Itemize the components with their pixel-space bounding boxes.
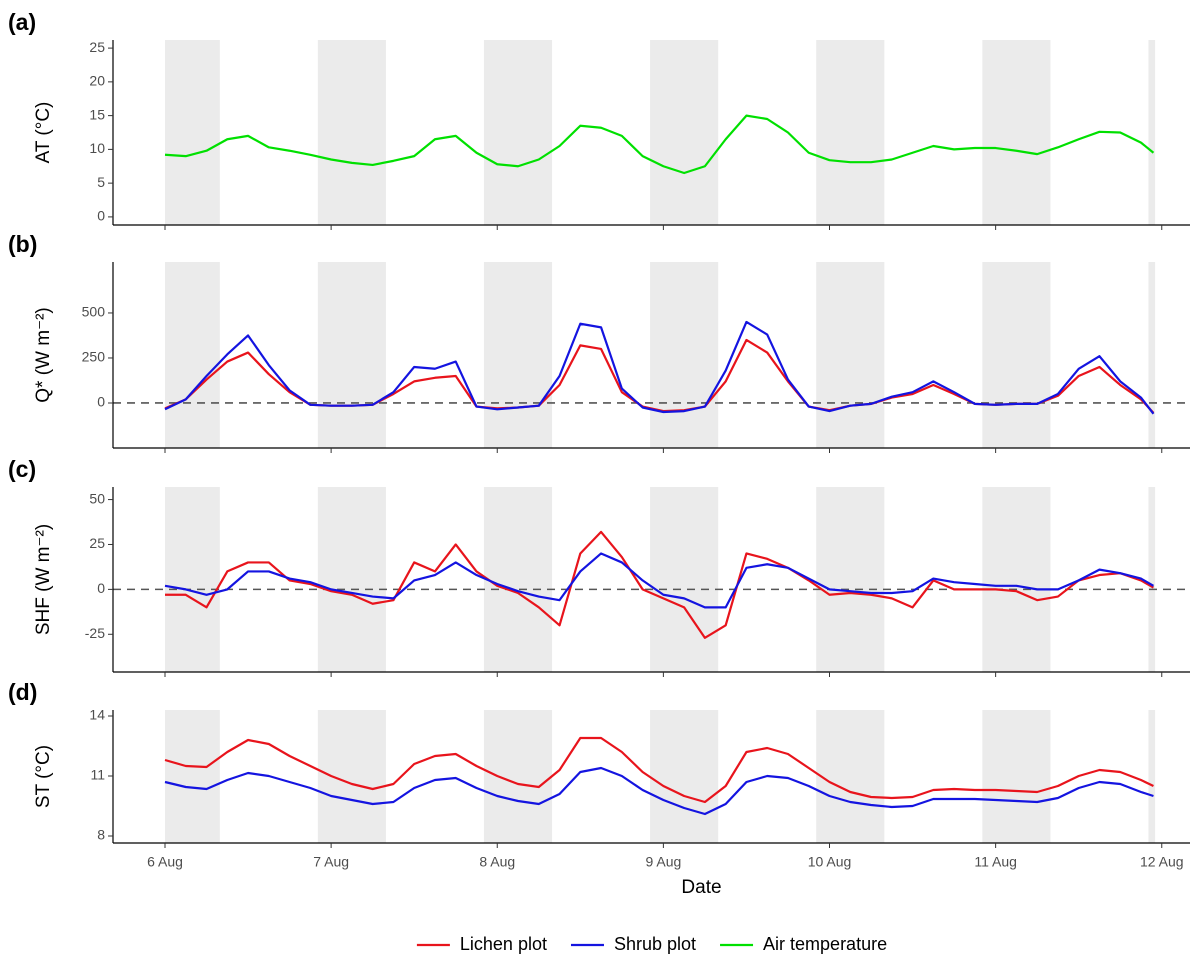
y-axis-label: Q* (W m⁻²)	[33, 307, 54, 403]
night-shading	[483, 710, 553, 843]
y-tick-label: 500	[82, 304, 106, 320]
x-tick-label: 11 Aug	[974, 854, 1017, 870]
night-shading	[982, 40, 1051, 225]
x-tick-label: 7 Aug	[313, 854, 349, 870]
y-tick-label: 14	[89, 707, 105, 723]
panel-label: (d)	[8, 679, 37, 705]
x-tick-label: 6 Aug	[147, 854, 183, 870]
y-tick-label: 25	[89, 39, 105, 55]
y-tick-label: 20	[89, 73, 105, 89]
night-shading	[982, 262, 1051, 448]
y-tick-label: 5	[97, 174, 105, 190]
night-shading	[816, 40, 885, 225]
legend-label: Air temperature	[763, 934, 887, 954]
series-line	[164, 736, 1154, 804]
series-line	[164, 766, 1154, 816]
series-line	[164, 320, 1155, 415]
y-axis-label: AT (°C)	[33, 102, 54, 164]
night-shading	[164, 710, 220, 843]
night-shading	[317, 40, 386, 225]
night-shading	[317, 710, 386, 843]
panel-label: (b)	[8, 231, 37, 257]
y-tick-label: 50	[89, 490, 105, 506]
legend: Lichen plot Shrub plot Air temperature	[416, 934, 887, 954]
y-tick-label: 250	[82, 349, 106, 365]
x-axis-label: Date	[681, 877, 721, 898]
y-tick-label: 11	[90, 767, 105, 783]
x-tick-label: 12 Aug	[1140, 854, 1184, 870]
series-line	[165, 530, 1154, 639]
night-shading	[164, 487, 220, 672]
night-shading	[816, 710, 885, 843]
panel-label: (c)	[8, 456, 36, 482]
y-tick-label: 15	[89, 106, 105, 122]
legend-label: Shrub plot	[614, 934, 696, 954]
y-tick-label: 0	[97, 580, 105, 596]
night-shading	[982, 487, 1051, 672]
y-tick-label: 25	[89, 535, 105, 551]
night-shading	[483, 262, 553, 448]
night-shading	[816, 487, 885, 672]
night-shading	[1148, 710, 1156, 843]
series-line	[164, 114, 1155, 175]
y-tick-label: 0	[97, 208, 105, 224]
x-tick-label: 8 Aug	[479, 854, 515, 870]
night-shading	[816, 262, 885, 448]
y-axis-label: ST (°C)	[33, 745, 54, 808]
night-shading	[650, 487, 719, 672]
y-tick-label: 0	[97, 394, 105, 410]
y-axis-label: SHF (W m⁻²)	[33, 524, 54, 635]
panel-label: (a)	[8, 9, 36, 35]
x-tick-label: 9 Aug	[645, 854, 681, 870]
night-shading	[1148, 40, 1156, 225]
legend-label: Lichen plot	[460, 934, 547, 954]
y-tick-label: -25	[85, 625, 105, 641]
x-tick-label: 10 Aug	[808, 854, 852, 870]
y-tick-label: 8	[97, 827, 105, 843]
night-shading	[650, 262, 719, 448]
night-shading	[982, 710, 1051, 843]
night-shading	[1148, 487, 1156, 672]
night-shading	[1148, 262, 1156, 448]
night-shading	[317, 262, 386, 448]
night-shading	[164, 40, 220, 225]
y-tick-label: 10	[89, 140, 105, 156]
night-shading	[483, 487, 553, 672]
night-shading	[164, 262, 220, 448]
night-shading	[650, 710, 719, 843]
night-shading	[483, 40, 553, 225]
night-shading	[650, 40, 719, 225]
series-line	[164, 552, 1154, 609]
night-shading	[317, 487, 386, 672]
